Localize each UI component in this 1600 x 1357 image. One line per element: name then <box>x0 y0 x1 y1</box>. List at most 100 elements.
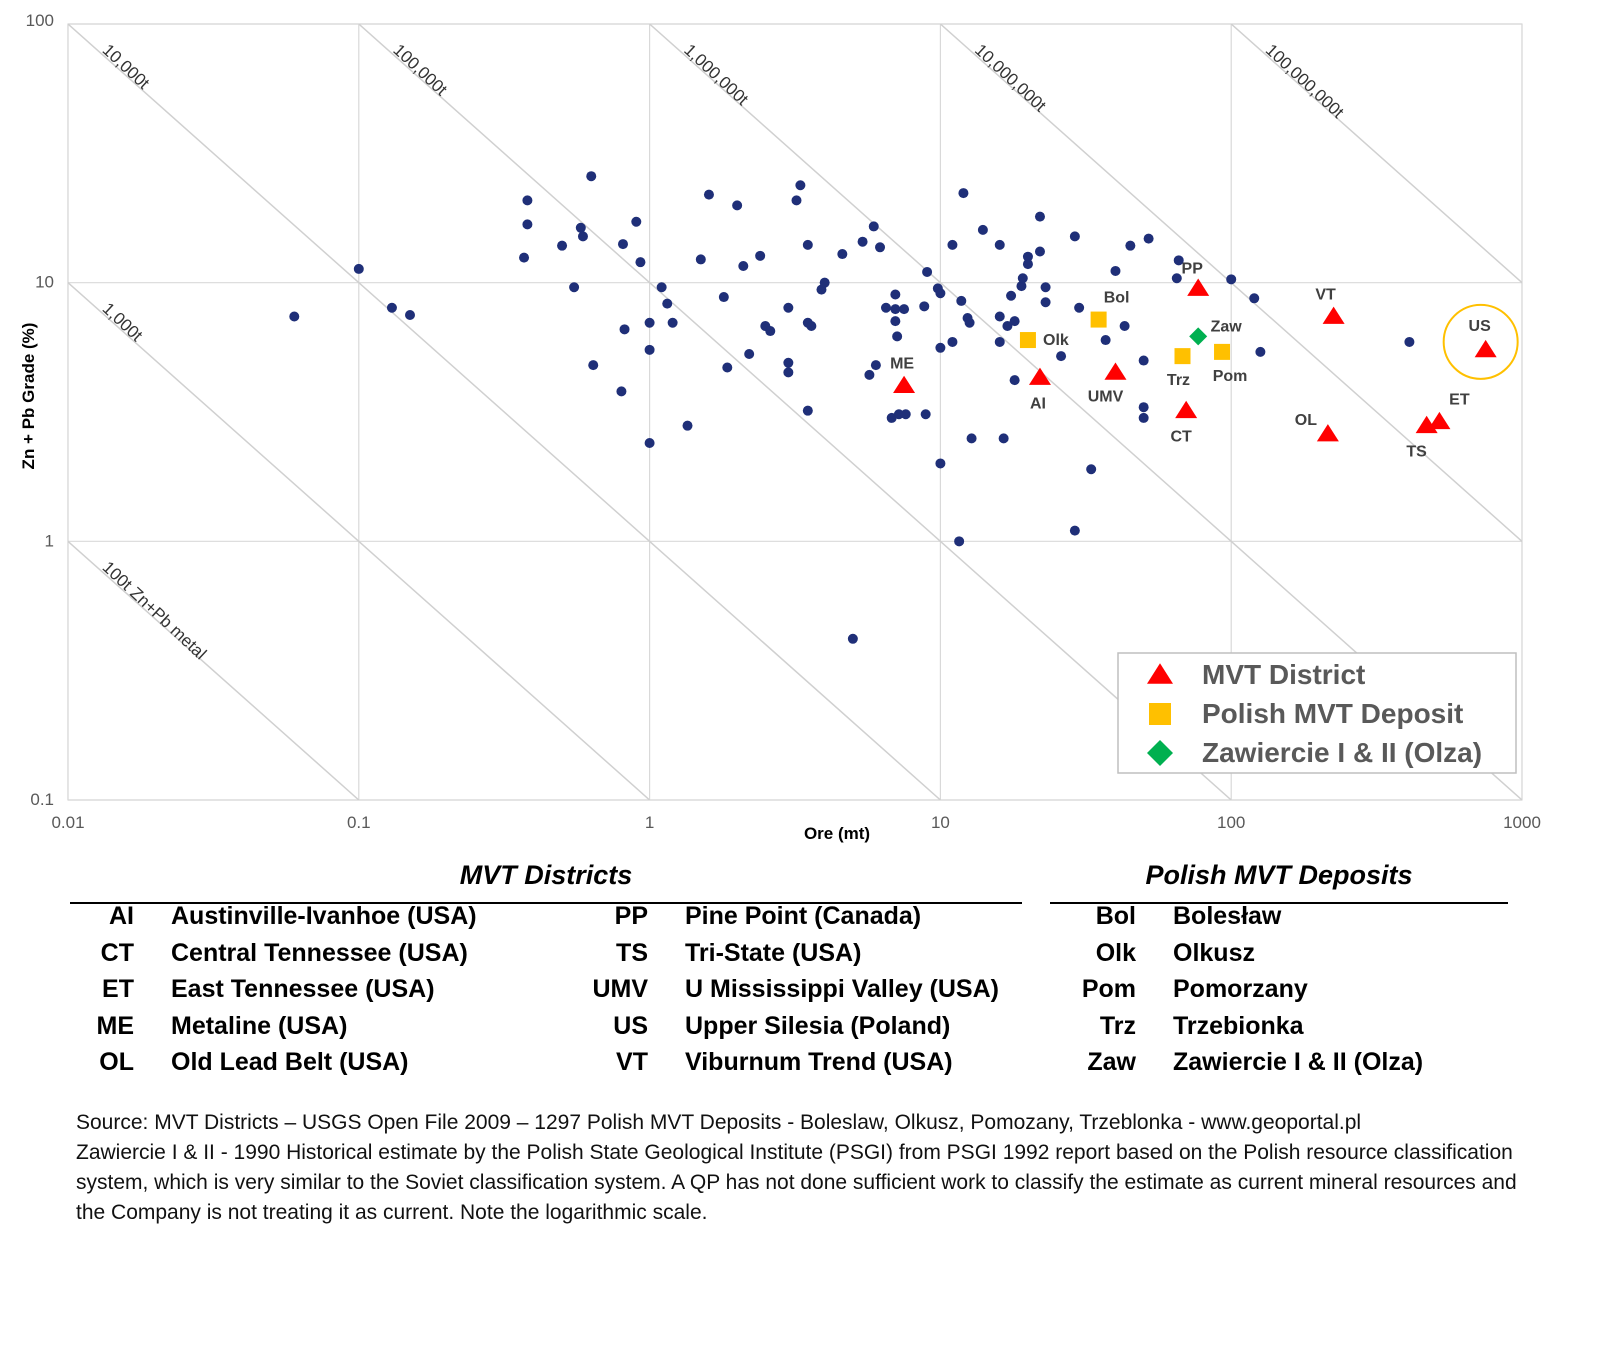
data-point <box>1040 297 1051 308</box>
x-tick-label: 1 <box>645 813 654 832</box>
y-axis-title: Zn + Pb Grade (%) <box>19 323 38 470</box>
data-point <box>1034 211 1045 222</box>
data-point <box>575 222 586 233</box>
deposit-marker <box>1174 348 1191 365</box>
data-point <box>405 309 416 320</box>
data-point <box>722 362 733 373</box>
district-abbr: OL <box>99 1048 134 1076</box>
data-point <box>635 257 646 268</box>
contained-metal-label: 100,000,000t <box>1262 40 1348 122</box>
data-point <box>569 282 580 293</box>
point-label: PP <box>1182 260 1204 277</box>
district-abbr: ME <box>96 1011 135 1040</box>
data-point <box>1138 355 1149 366</box>
point-label: US <box>1469 318 1492 335</box>
source-note: Source: MVT Districts – USGS Open File 2… <box>76 1108 1536 1228</box>
data-point <box>819 277 830 288</box>
legend-label: Zawiercie I & II (Olza) <box>1202 737 1482 768</box>
data-point <box>994 336 1005 347</box>
data-point <box>703 189 714 200</box>
data-point <box>522 219 533 230</box>
data-point <box>947 239 958 250</box>
data-point <box>1016 281 1027 292</box>
data-point <box>1125 240 1136 251</box>
data-point <box>1034 246 1045 257</box>
data-point <box>890 304 901 315</box>
y-tick-label: 10 <box>35 273 54 292</box>
data-point <box>656 282 667 293</box>
point-label: VT <box>1315 286 1336 303</box>
data-point <box>744 348 755 359</box>
zawiercie-marker <box>1189 327 1208 346</box>
district-name: Viburnum Trend (USA) <box>685 1048 953 1076</box>
data-point <box>935 458 946 469</box>
contained-metal-line <box>939 24 1522 543</box>
axes: 0.01 0.1 1 10 100 1000 0.1 1 10 100 Ore (mt) Zn + P… <box>19 11 1541 843</box>
data-point <box>954 536 965 547</box>
district-abbr: US <box>613 1011 648 1040</box>
point-label: Trz <box>1167 372 1190 389</box>
data-point <box>1009 375 1020 386</box>
district-marker <box>893 375 916 394</box>
contained-metal-label: 10,000,000t <box>971 40 1050 115</box>
legend: MVT District Polish MVT Deposit Zawiercie … <box>1117 652 1517 774</box>
legend-box <box>1117 652 1517 774</box>
data-point <box>994 239 1005 250</box>
data-point <box>386 302 397 313</box>
data-point <box>1022 259 1033 270</box>
point-label: TS <box>1406 444 1427 461</box>
district-marker <box>1322 306 1345 324</box>
source-line-2: Zawiercie I & II - 1990 Historical estim… <box>76 1141 1517 1224</box>
district-marker <box>1316 424 1339 442</box>
x-tick-label: 0.1 <box>347 813 371 832</box>
data-point <box>966 433 977 444</box>
data-point <box>837 249 848 260</box>
point-label: OL <box>1295 412 1317 429</box>
point-label: Olk <box>1043 332 1069 349</box>
data-point <box>1173 255 1184 266</box>
district-abbr: AI <box>109 902 134 930</box>
data-point <box>947 336 958 347</box>
district-abbr: TS <box>616 938 648 967</box>
data-point <box>900 409 911 420</box>
data-point <box>718 292 729 303</box>
data-point <box>1119 320 1130 331</box>
data-point <box>353 263 364 274</box>
data-point <box>783 302 794 313</box>
district-marker <box>1428 411 1451 430</box>
data-point <box>880 302 891 313</box>
districts-table-title: MVT Districts <box>459 860 633 890</box>
district-abbr: ET <box>102 975 134 1003</box>
data-point <box>519 252 530 263</box>
data-point <box>802 239 813 250</box>
data-point <box>1056 351 1067 362</box>
point-labels: ME AI UMV CT PP VT OL TS ET US Olk Bol Trz Pom Zaw <box>890 260 1491 460</box>
data-point <box>783 357 794 368</box>
data-point <box>765 326 776 337</box>
district-name: Upper Silesia (Poland) <box>685 1011 951 1040</box>
district-abbr: UMV <box>592 975 648 1003</box>
data-point <box>964 317 975 328</box>
deposit-marker <box>1214 343 1231 360</box>
district-marker <box>1187 278 1210 296</box>
data-point <box>1040 282 1051 293</box>
data-point <box>802 405 813 416</box>
data-point <box>619 324 630 335</box>
legend-marker <box>1149 703 1171 725</box>
contained-metal-line <box>68 540 360 800</box>
data-point <box>289 311 300 322</box>
grid-lines <box>67 23 1523 801</box>
district-abbr: PP <box>614 902 648 930</box>
deposit-name: Trzebionka <box>1173 1011 1304 1040</box>
data-point <box>1110 265 1121 276</box>
data-marks <box>289 171 1519 644</box>
data-point <box>522 195 533 206</box>
data-point <box>795 180 806 191</box>
contained-metal-line <box>358 24 1232 800</box>
data-point <box>920 409 931 420</box>
district-marker <box>1104 362 1127 380</box>
district-marker <box>1474 339 1497 358</box>
data-point <box>919 301 930 312</box>
district-name: East Tennessee (USA) <box>171 975 435 1003</box>
point-label: CT <box>1170 429 1192 446</box>
